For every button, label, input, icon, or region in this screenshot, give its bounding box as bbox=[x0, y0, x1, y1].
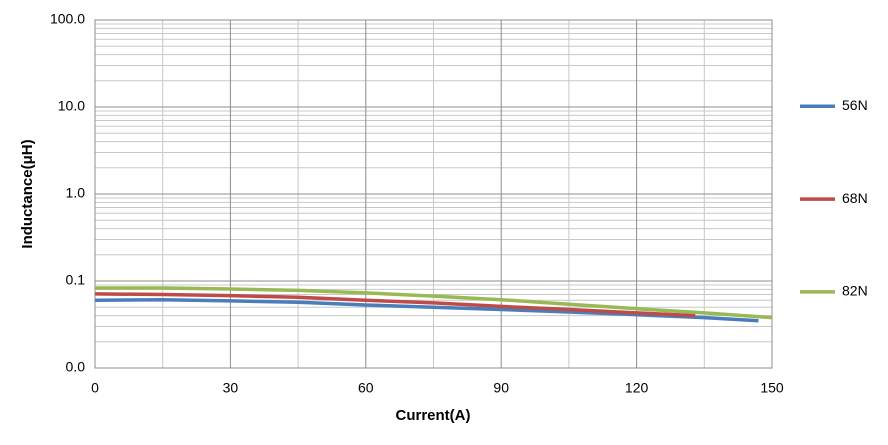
y-tick-label: 10.0 bbox=[58, 98, 85, 114]
line bbox=[95, 286, 773, 320]
x-tick-label: 60 bbox=[358, 380, 374, 396]
y-tick-label: 1.0 bbox=[66, 185, 86, 201]
x-tick-label: 120 bbox=[625, 380, 649, 396]
legend-label: 82N bbox=[842, 283, 868, 299]
y-tick-label: 0.1 bbox=[66, 272, 86, 288]
legend-label: 56N bbox=[842, 97, 868, 113]
x-axis-title: Current(A) bbox=[396, 407, 471, 424]
legend-label: 68N bbox=[842, 190, 868, 206]
y-tick-label: 0.0 bbox=[66, 359, 86, 375]
x-tick-label: 90 bbox=[493, 380, 509, 396]
plot-frame bbox=[94, 19, 773, 369]
x-tick-label: 30 bbox=[223, 380, 239, 396]
x-tick-label: 150 bbox=[760, 380, 784, 396]
x-tick-label: 0 bbox=[91, 380, 99, 396]
y-axis-title: Inductance(μH) bbox=[19, 139, 36, 248]
line bbox=[94, 292, 696, 318]
y-tick-label: 100.0 bbox=[50, 11, 85, 27]
